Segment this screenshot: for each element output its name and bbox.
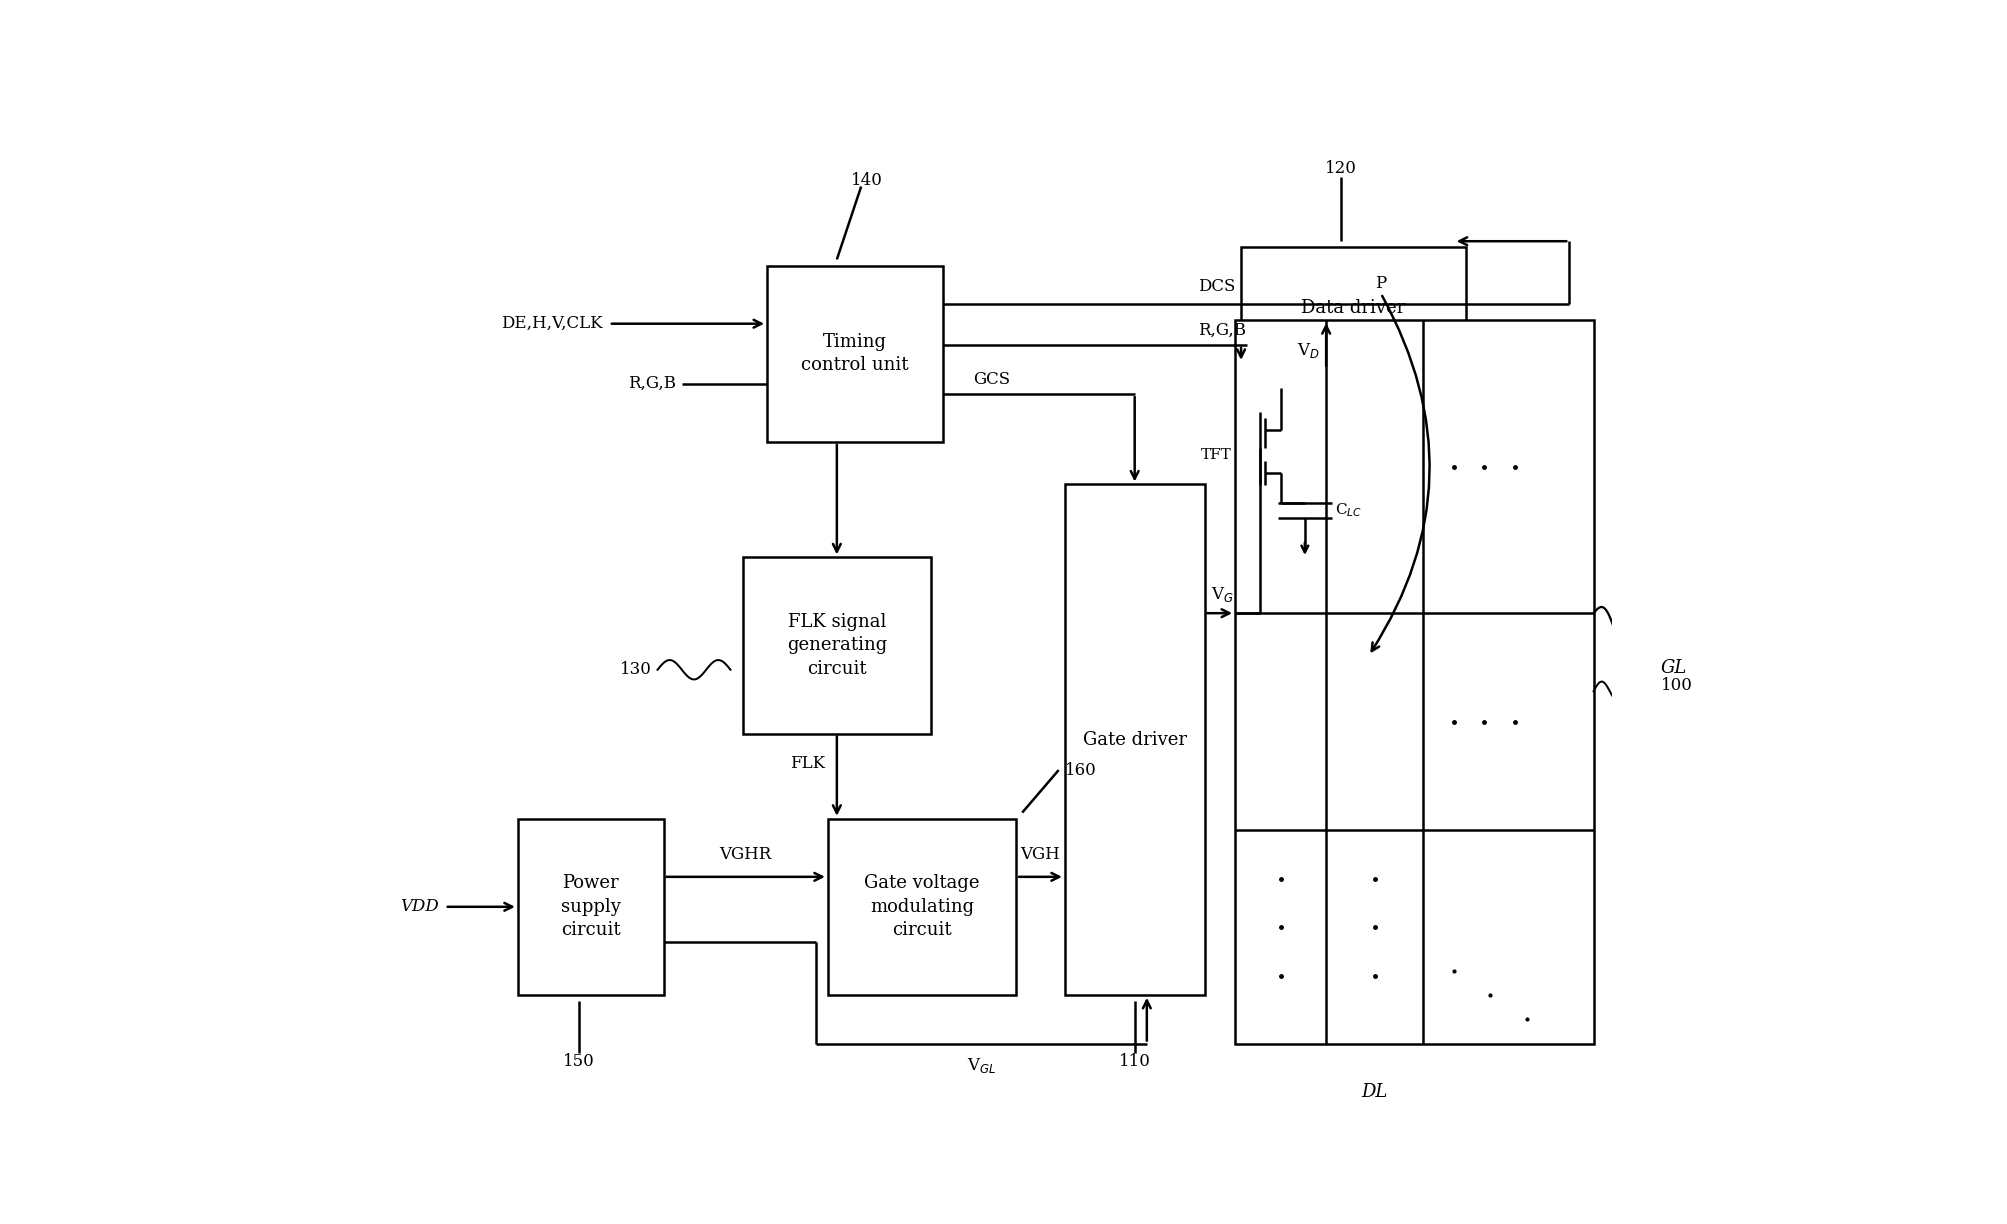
Text: C$_{LC}$: C$_{LC}$ [1335,502,1363,519]
Text: DE,H,V,CLK: DE,H,V,CLK [502,316,602,332]
Text: 110: 110 [1118,1054,1150,1070]
Text: VGHR: VGHR [719,847,771,863]
Text: TFT: TFT [1200,448,1232,461]
Text: VDD: VDD [399,898,438,916]
Text: V$_G$: V$_G$ [1210,585,1232,605]
Text: 140: 140 [851,171,883,188]
Bar [1064,485,1204,995]
Text: R,G,B: R,G,B [628,375,676,392]
Text: R,G,B: R,G,B [1198,322,1246,339]
Text: Gate driver: Gate driver [1082,731,1186,749]
Text: V$_{GL}$: V$_{GL}$ [965,1056,995,1075]
Text: P: P [1375,275,1385,293]
Text: VGH: VGH [1020,847,1060,863]
Text: 130: 130 [620,661,650,678]
Text: 160: 160 [1064,761,1096,778]
Text: V$_D$: V$_D$ [1297,341,1319,360]
Text: GL: GL [1660,659,1686,677]
Text: Timing
control unit: Timing control unit [801,333,909,375]
Text: GCS: GCS [973,371,1010,388]
Text: DL: DL [1361,1083,1387,1102]
Text: Gate voltage
modulating
circuit: Gate voltage modulating circuit [863,874,979,939]
Bar [767,266,943,442]
Bar [827,819,1016,995]
Bar [1234,321,1594,1044]
Text: 100: 100 [1660,677,1692,694]
Bar [518,819,662,995]
Text: Power
supply
circuit: Power supply circuit [560,874,620,939]
Text: FLK signal
generating
circuit: FLK signal generating circuit [787,613,887,678]
Text: Data driver: Data driver [1301,299,1405,317]
Text: 150: 150 [562,1054,594,1070]
Text: 120: 120 [1325,160,1357,176]
Bar [1240,247,1465,368]
Text: DCS: DCS [1198,278,1234,295]
Text: FLK: FLK [789,755,825,772]
Bar [743,557,931,733]
